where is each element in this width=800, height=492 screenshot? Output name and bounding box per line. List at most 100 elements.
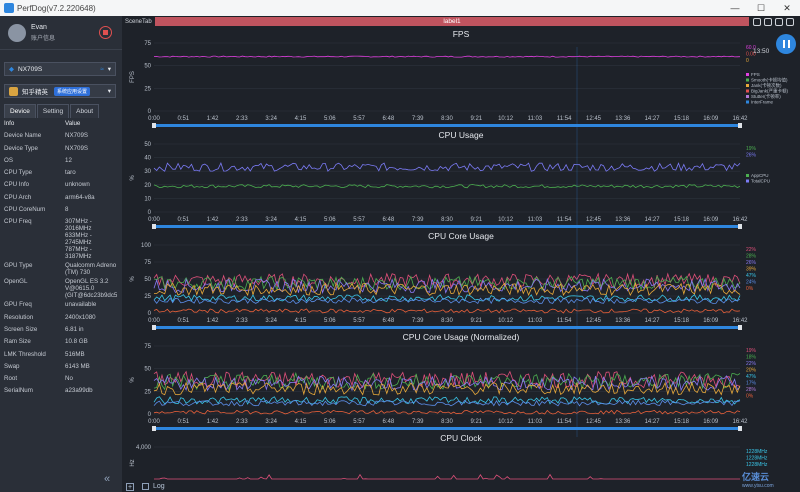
series-line-clock [154, 473, 740, 480]
title-bar: PerfDog(v7.2.220648) — ☐ ✕ [0, 0, 800, 16]
table-row: Device Type NX709S [4, 143, 120, 155]
x-tick-label: 10:12 [498, 116, 514, 122]
user-name: Evan [31, 23, 47, 31]
x-tick-label: 1:42 [207, 419, 219, 425]
x-tick-label: 5:06 [324, 318, 336, 324]
pause-button[interactable] [776, 34, 796, 54]
x-tick-label: 13:36 [615, 318, 631, 324]
avatar[interactable] [8, 23, 26, 42]
x-tick-label: 0:00 [148, 318, 160, 324]
x-tick-label: 16:09 [703, 217, 719, 223]
info-key: OpenGL [4, 278, 28, 286]
info-value: 2400x1080 [65, 313, 96, 321]
series-line-cpu2 [153, 374, 741, 392]
log-checkbox[interactable] [142, 483, 149, 490]
table-row: Root No [4, 373, 120, 385]
tab-setting[interactable]: Setting [36, 104, 70, 118]
marker-icon[interactable] [764, 17, 772, 26]
x-tick-label: 12:45 [586, 116, 602, 122]
y-tick-label: 50 [144, 142, 151, 148]
scene-bar: SceneTab label1 [122, 16, 800, 27]
table-row: GPU Type Qualcomm Adreno (TM) 730 [4, 260, 120, 276]
x-tick-label: 5:06 [324, 116, 336, 122]
x-tick-label: 6:48 [383, 318, 395, 324]
device-select[interactable]: ◆ NX709S ≈ ▾ [4, 62, 116, 76]
info-key: LMK Threshold [4, 350, 46, 358]
current-value: 22% [746, 361, 757, 367]
info-value: taro [65, 169, 76, 177]
timeline-scrollbar [154, 225, 740, 228]
timeline-scrollbar [154, 427, 740, 430]
x-tick-label: 10:12 [498, 217, 514, 223]
scene-tab-label[interactable]: SceneTab [125, 18, 152, 25]
info-value: 307MHz - 2016MHz 633MHz - 2745MHz 787MHz… [65, 218, 92, 261]
folder-icon[interactable] [775, 17, 783, 26]
minimize-icon[interactable]: — [730, 2, 740, 13]
current-value: 47% [746, 374, 757, 380]
y-tick-label: 10 [144, 196, 151, 202]
x-tick-label: 8:30 [441, 217, 453, 223]
x-tick-label: 2:33 [236, 116, 248, 122]
table-row: CPU Info unknown [4, 179, 120, 191]
y-tick-label: 25 [144, 389, 151, 395]
window-title: PerfDog(v7.2.220648) [17, 3, 96, 13]
table-row: CPU CoreNum 8 [4, 204, 120, 216]
sidebar-tabs: Device Setting About [4, 104, 118, 118]
info-value: 6143 MB [65, 362, 90, 370]
x-tick-label: 2:33 [236, 217, 248, 223]
maximize-icon[interactable]: ☐ [756, 2, 766, 13]
x-tick-label: 5:57 [353, 419, 365, 425]
legend-entry: BigJank(严重卡顿) [751, 88, 789, 95]
info-value: NX709S [65, 144, 89, 152]
collapse-sidebar-icon[interactable]: « [104, 473, 111, 485]
x-tick-label: 0:00 [148, 217, 160, 223]
x-tick-label: 0:51 [177, 217, 189, 223]
log-label: Log [153, 483, 165, 490]
wifi-icon: ≈ [100, 65, 104, 73]
elapsed-time: 13:50 [753, 48, 770, 55]
y-tick-label: 75 [144, 41, 151, 47]
record-stop-button[interactable] [99, 26, 112, 39]
table-row: Swap 6143 MB [4, 361, 120, 373]
tab-device[interactable]: Device [4, 104, 36, 118]
x-tick-label: 16:42 [732, 318, 748, 324]
x-tick-label: 0:00 [148, 116, 160, 122]
y-tick-label: 50 [144, 64, 151, 70]
label-bar[interactable]: label1 [155, 17, 749, 26]
info-value: 10.8 GB [65, 338, 88, 346]
current-value: 0 [746, 58, 749, 64]
info-key: GPU Type [4, 262, 33, 270]
close-icon[interactable]: ✕ [783, 2, 791, 13]
app-select[interactable]: 知乎精英 系统应用设置 ▾ [4, 84, 116, 98]
header-info: Info [4, 120, 15, 127]
user-panel: Evan 账户信息 [0, 16, 122, 50]
chevron-down-icon: ▾ [107, 88, 111, 95]
scroll-handle-left [152, 224, 156, 229]
pause-bar-icon [782, 40, 785, 48]
tab-about[interactable]: About [70, 104, 100, 118]
x-tick-label: 14:27 [645, 419, 661, 425]
x-tick-label: 15:18 [674, 217, 690, 223]
watermark-url: www.yisu.com [742, 483, 774, 489]
x-tick-label: 12:45 [586, 419, 602, 425]
account-info-link[interactable]: 账户信息 [31, 35, 56, 42]
location-icon[interactable] [753, 17, 761, 26]
info-key: Root [4, 375, 18, 383]
y-axis-label: % [130, 175, 136, 181]
chart-title: FPS [453, 29, 470, 39]
cloud-icon[interactable] [786, 17, 794, 26]
info-key: SerialNum [4, 387, 33, 395]
legend-entry: Stutter(卡顿率) [751, 93, 781, 100]
x-tick-label: 16:42 [732, 419, 748, 425]
x-tick-label: 14:27 [645, 217, 661, 223]
x-tick-label: 6:48 [383, 419, 395, 425]
x-tick-label: 0:51 [177, 419, 189, 425]
x-tick-label: 11:54 [557, 217, 572, 223]
add-icon[interactable]: + [126, 482, 134, 491]
info-key: CPU Freq [4, 218, 32, 226]
x-tick-label: 8:30 [441, 318, 453, 324]
scroll-handle-right [738, 426, 742, 431]
window-controls: — ☐ ✕ [722, 3, 800, 14]
series-line-cpu7 [153, 409, 741, 415]
current-value: 0% [746, 286, 754, 292]
